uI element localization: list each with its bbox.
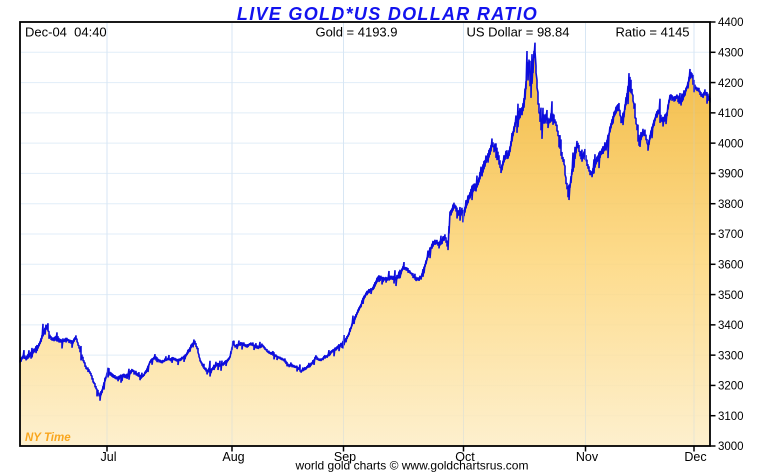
svg-text:world gold charts © www.goldch: world gold charts © www.goldchartsrus.co… [295, 459, 529, 473]
svg-text:3000: 3000 [718, 441, 744, 453]
svg-text:4200: 4200 [718, 78, 744, 90]
svg-text:Sep: Sep [334, 450, 356, 464]
svg-text:3200: 3200 [718, 381, 744, 393]
svg-text:NY Time: NY Time [25, 432, 71, 444]
svg-text:3600: 3600 [718, 259, 744, 271]
svg-text:LIVE GOLD*US DOLLAR RATIO: LIVE GOLD*US DOLLAR RATIO [237, 4, 538, 24]
svg-text:3100: 3100 [718, 411, 744, 423]
svg-text:Dec-04 04:40: Dec-04 04:40 [25, 25, 107, 40]
svg-text:Aug: Aug [222, 450, 244, 464]
svg-text:Dec: Dec [684, 450, 706, 464]
svg-text:4000: 4000 [718, 138, 744, 150]
svg-text:Ratio = 4145: Ratio = 4145 [615, 25, 689, 40]
svg-text:Gold = 4193.9: Gold = 4193.9 [315, 25, 397, 40]
svg-text:4100: 4100 [718, 108, 744, 120]
svg-text:Jul: Jul [101, 450, 117, 464]
svg-text:3900: 3900 [718, 169, 744, 181]
svg-text:4300: 4300 [718, 47, 744, 59]
svg-text:US Dollar = 98.84: US Dollar = 98.84 [467, 25, 570, 40]
svg-text:Oct: Oct [455, 450, 475, 464]
svg-text:4400: 4400 [718, 17, 744, 29]
svg-text:3800: 3800 [718, 199, 744, 211]
svg-text:Nov: Nov [576, 450, 599, 464]
svg-text:3300: 3300 [718, 350, 744, 362]
svg-text:3500: 3500 [718, 290, 744, 302]
svg-text:3400: 3400 [718, 320, 744, 332]
svg-text:3700: 3700 [718, 229, 744, 241]
